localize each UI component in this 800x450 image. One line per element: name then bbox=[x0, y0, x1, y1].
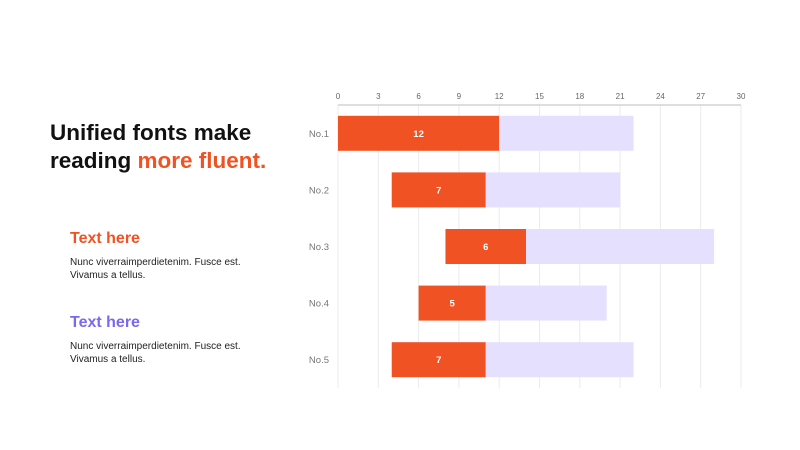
text-block-1-title: Text here bbox=[70, 230, 140, 247]
category-label-5: No.5 bbox=[309, 355, 329, 366]
headline-line-1: Unified fonts make bbox=[50, 120, 252, 145]
headline-line-2-accent: more fluent. bbox=[137, 148, 267, 173]
remainder-bar-4 bbox=[485, 285, 607, 321]
data-label-3: 6 bbox=[483, 242, 488, 253]
x-tick-label-7: 21 bbox=[616, 92, 625, 101]
data-label-2: 7 bbox=[436, 185, 441, 196]
category-label-3: No.3 bbox=[309, 242, 329, 253]
x-tick-label-2: 6 bbox=[416, 92, 421, 101]
x-tick-label-4: 12 bbox=[495, 92, 504, 101]
text-block-2-body: Nunc viverraimperdietenim. Fusce est. Vi… bbox=[70, 341, 241, 365]
bar-chart: 0 3 6 9 12 15 18 21 24 27 30 No.1 12 No.2 7 No.3 6 No.4 5 N… bbox=[309, 92, 746, 388]
highlight-bar-5 bbox=[391, 342, 486, 378]
remainder-bar-1 bbox=[499, 115, 634, 151]
x-tick-label-6: 18 bbox=[575, 92, 584, 101]
x-tick-label-8: 24 bbox=[656, 92, 665, 101]
text-block-2-title: Text here bbox=[70, 314, 140, 331]
data-label-4: 5 bbox=[450, 299, 456, 310]
highlight-bar-2 bbox=[391, 172, 486, 208]
x-tick-label-5: 15 bbox=[535, 92, 544, 101]
x-tick-label-1: 3 bbox=[376, 92, 381, 101]
headline-line-2-plain: reading bbox=[50, 148, 138, 173]
category-label-4: No.4 bbox=[309, 299, 329, 310]
highlight-bar-1 bbox=[338, 115, 500, 151]
data-label-1: 12 bbox=[413, 129, 424, 140]
category-label-2: No.2 bbox=[309, 185, 329, 196]
text-block-2: Text here Nunc viverraimperdietenim. Fus… bbox=[70, 313, 260, 366]
x-tick-label-3: 9 bbox=[457, 92, 462, 101]
data-label-5: 7 bbox=[436, 355, 441, 366]
highlight-bar-4 bbox=[418, 285, 486, 321]
x-tick-label-9: 27 bbox=[696, 92, 705, 101]
highlight-bar-3 bbox=[445, 229, 527, 264]
headline: Unified fonts make reading more fluent. bbox=[50, 119, 266, 175]
category-label-1: No.1 bbox=[309, 129, 329, 140]
remainder-bar-2 bbox=[485, 172, 621, 208]
text-block-1: Text here Nunc viverraimperdietenim. Fus… bbox=[70, 229, 260, 282]
remainder-bar-3 bbox=[526, 229, 715, 264]
x-tick-label-10: 30 bbox=[737, 92, 746, 101]
text-block-1-body: Nunc viverraimperdietenim. Fusce est. Vi… bbox=[70, 257, 241, 281]
x-tick-label-0: 0 bbox=[336, 92, 341, 101]
remainder-bar-5 bbox=[485, 342, 634, 378]
